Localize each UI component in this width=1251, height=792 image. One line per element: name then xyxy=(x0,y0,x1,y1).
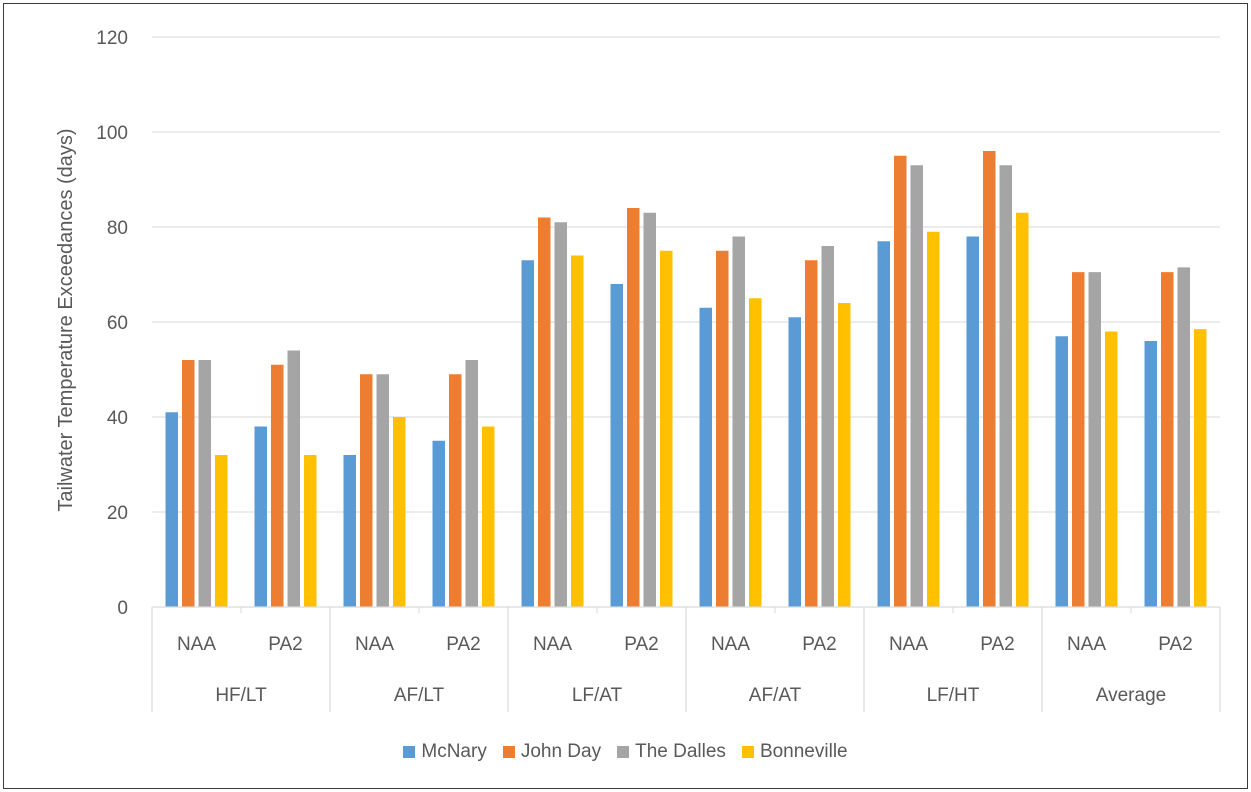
bar-bonneville xyxy=(1194,329,1207,607)
bar-bonneville xyxy=(749,298,762,607)
bar-the-dalles xyxy=(465,360,478,607)
bar-john-day xyxy=(1072,272,1085,607)
legend-item: The Dalles xyxy=(617,741,726,763)
bar-john-day xyxy=(627,208,640,607)
bar-the-dalles xyxy=(821,246,834,607)
bar-mcnary xyxy=(343,455,356,607)
bar-bonneville xyxy=(482,426,495,607)
category-label: PA2 xyxy=(446,634,481,655)
bar-mcnary xyxy=(699,307,712,607)
bar-john-day xyxy=(271,364,284,607)
bar-mcnary xyxy=(1055,336,1068,607)
group-label: Average xyxy=(1096,685,1166,706)
legend-swatch xyxy=(617,746,630,758)
bar-john-day xyxy=(716,250,729,607)
y-tick-labels: 0 20 40 60 80 100 120 xyxy=(96,28,128,619)
bar-the-dalles xyxy=(376,374,389,607)
bar-mcnary xyxy=(877,241,890,607)
category-label: NAA xyxy=(1067,634,1106,655)
legend-swatch xyxy=(502,746,515,758)
group-label: LF/AT xyxy=(572,685,623,706)
bar-john-day xyxy=(360,374,373,607)
y-tick-label: 40 xyxy=(107,408,128,429)
legend-label: McNary xyxy=(421,741,487,762)
category-label: PA2 xyxy=(1158,634,1193,655)
bar-the-dalles xyxy=(198,360,211,607)
legend-label: Bonneville xyxy=(759,741,848,762)
bar-the-dalles xyxy=(732,236,745,607)
legend-item: McNary xyxy=(403,741,487,763)
bar-the-dalles xyxy=(1177,267,1190,607)
y-tick-label: 120 xyxy=(96,28,128,49)
bar-bonneville xyxy=(393,417,406,607)
bar-mcnary xyxy=(966,236,979,607)
bar-the-dalles xyxy=(554,222,567,607)
group-label: AF/AT xyxy=(749,685,802,706)
bar-john-day xyxy=(1161,272,1174,607)
category-label: PA2 xyxy=(624,634,659,655)
bar-bonneville xyxy=(215,455,228,607)
x-tick-labels: NAA PA2 NAA PA2 NAA PA2 NAA PA2 NAA PA2 NAA PA2 HF/L… xyxy=(177,634,1193,706)
legend-label: John Day xyxy=(520,741,602,762)
bar-john-day xyxy=(983,151,996,607)
y-tick-label: 0 xyxy=(117,598,128,619)
bar-the-dalles xyxy=(1088,272,1101,607)
bar-bonneville xyxy=(838,303,851,607)
legend-swatch xyxy=(403,746,416,758)
category-label: NAA xyxy=(177,634,216,655)
legend: McNary John Day The Dalles Bonneville xyxy=(0,738,1251,766)
bars xyxy=(165,151,1207,607)
group-label: HF/LT xyxy=(215,685,267,706)
group-label: LF/HT xyxy=(927,685,980,706)
bar-bonneville xyxy=(304,455,317,607)
y-tick-label: 100 xyxy=(96,123,128,144)
bar-mcnary xyxy=(165,412,178,607)
bar-john-day xyxy=(805,260,818,607)
bar-mcnary xyxy=(432,440,445,607)
legend-item: Bonneville xyxy=(741,741,848,763)
category-label: PA2 xyxy=(980,634,1015,655)
category-label: NAA xyxy=(533,634,572,655)
bar-bonneville xyxy=(571,255,584,607)
bar-mcnary xyxy=(521,260,534,607)
y-axis-title: Tailwater Temperature Exceedances (days) xyxy=(55,128,77,511)
gridlines xyxy=(152,36,1220,513)
bar-bonneville xyxy=(927,231,940,607)
category-label: PA2 xyxy=(802,634,837,655)
bar-mcnary xyxy=(788,317,801,607)
bar-john-day xyxy=(182,360,195,607)
bar-bonneville xyxy=(1016,212,1029,607)
category-label: PA2 xyxy=(268,634,303,655)
bar-john-day xyxy=(538,217,551,607)
bar-mcnary xyxy=(1144,341,1157,607)
bar-the-dalles xyxy=(287,350,300,607)
axes xyxy=(151,606,1221,712)
category-label: NAA xyxy=(711,634,750,655)
bar-mcnary xyxy=(610,284,623,607)
legend-item: John Day xyxy=(502,741,602,763)
bar-john-day xyxy=(894,155,907,607)
bar-bonneville xyxy=(1105,331,1118,607)
bar-mcnary xyxy=(254,426,267,607)
bar-john-day xyxy=(449,374,462,607)
group-label: AF/LT xyxy=(394,685,445,706)
y-tick-label: 20 xyxy=(107,503,128,524)
bar-the-dalles xyxy=(999,165,1012,607)
legend-label: The Dalles xyxy=(635,741,726,762)
y-tick-label: 80 xyxy=(107,218,128,239)
bar-bonneville xyxy=(660,250,673,607)
bar-the-dalles xyxy=(910,165,923,607)
category-label: NAA xyxy=(889,634,928,655)
legend-swatch xyxy=(741,746,754,758)
category-label: NAA xyxy=(355,634,394,655)
bar-the-dalles xyxy=(643,212,656,607)
y-tick-label: 60 xyxy=(107,313,128,334)
